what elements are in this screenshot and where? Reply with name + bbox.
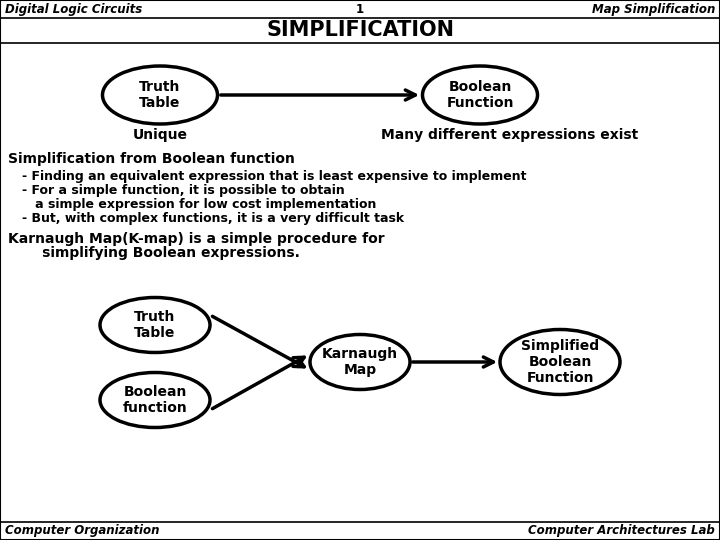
Ellipse shape <box>423 66 538 124</box>
Text: Boolean
function: Boolean function <box>122 385 187 415</box>
Text: Map Simplification: Map Simplification <box>592 3 715 16</box>
Text: Simplification from Boolean function: Simplification from Boolean function <box>8 152 295 166</box>
Ellipse shape <box>500 329 620 395</box>
Text: - For a simple function, it is possible to obtain: - For a simple function, it is possible … <box>22 184 345 197</box>
Ellipse shape <box>100 373 210 428</box>
Text: 1: 1 <box>356 3 364 16</box>
Text: SIMPLIFICATION: SIMPLIFICATION <box>266 20 454 40</box>
Ellipse shape <box>310 334 410 389</box>
Bar <box>0 18 720 43</box>
Text: Truth
Table: Truth Table <box>135 310 176 340</box>
Text: Digital Logic Circuits: Digital Logic Circuits <box>5 3 143 16</box>
Text: Karnaugh
Map: Karnaugh Map <box>322 347 398 377</box>
Text: Simplified
Boolean
Function: Simplified Boolean Function <box>521 339 599 385</box>
Text: Truth
Table: Truth Table <box>139 80 181 110</box>
Text: Computer Architectures Lab: Computer Architectures Lab <box>528 524 715 537</box>
Text: Boolean
Function: Boolean Function <box>446 80 514 110</box>
Text: Unique: Unique <box>132 128 187 142</box>
Text: Computer Organization: Computer Organization <box>5 524 160 537</box>
Text: a simple expression for low cost implementation: a simple expression for low cost impleme… <box>22 198 377 211</box>
Ellipse shape <box>102 66 217 124</box>
Text: - But, with complex functions, it is a very difficult task: - But, with complex functions, it is a v… <box>22 212 404 225</box>
Text: Many different expressions exist: Many different expressions exist <box>382 128 639 142</box>
Text: - Finding an equivalent expression that is least expensive to implement: - Finding an equivalent expression that … <box>22 170 526 183</box>
Text: Karnaugh Map(K-map) is a simple procedure for: Karnaugh Map(K-map) is a simple procedur… <box>8 232 384 246</box>
Text: simplifying Boolean expressions.: simplifying Boolean expressions. <box>8 246 300 260</box>
Ellipse shape <box>100 298 210 353</box>
